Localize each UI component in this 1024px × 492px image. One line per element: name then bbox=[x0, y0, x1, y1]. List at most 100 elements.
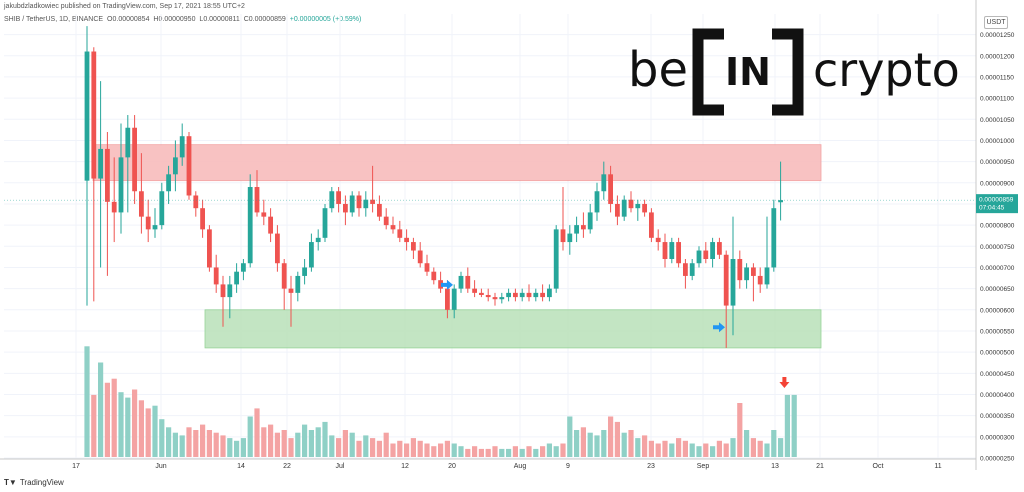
volume-bar bbox=[383, 432, 389, 457]
price-tick-label: 0.00000750 bbox=[980, 244, 1015, 251]
logo-text-in: IN bbox=[725, 50, 771, 94]
candle-body bbox=[200, 208, 205, 230]
candle-body bbox=[186, 136, 192, 196]
volume-bar bbox=[526, 446, 532, 457]
candle-body bbox=[111, 201, 117, 213]
volume-bar bbox=[172, 432, 178, 457]
candle-body bbox=[778, 200, 783, 203]
price-tick-label: 0.00000900 bbox=[980, 180, 1015, 187]
time-tick-label: 11 bbox=[934, 463, 941, 470]
candle-body bbox=[683, 263, 688, 276]
last-price-tag bbox=[976, 194, 1018, 214]
price-tick-label: 0.00000650 bbox=[980, 286, 1015, 293]
volume-bar bbox=[499, 448, 505, 457]
symbol-label[interactable]: SHIB / TetherUS, 1D, BINANCE bbox=[4, 16, 104, 23]
volume-bar bbox=[179, 435, 185, 457]
volume-bar bbox=[145, 408, 151, 457]
volume-bar bbox=[730, 438, 736, 457]
published-line: jakubdzladkowiec published on TradingVie… bbox=[4, 3, 245, 10]
candle-body bbox=[764, 267, 770, 285]
candle-body bbox=[513, 292, 518, 298]
candle-body bbox=[295, 275, 301, 293]
candle-body bbox=[553, 229, 559, 289]
candle-body bbox=[247, 187, 253, 264]
candle-body bbox=[417, 250, 423, 264]
candle-body bbox=[560, 229, 566, 243]
price-tick-label: 0.00001200 bbox=[980, 53, 1015, 60]
candle-body bbox=[540, 292, 545, 298]
volume-bar bbox=[240, 438, 246, 457]
last-price-value: 0.00000859 bbox=[979, 197, 1014, 204]
tradingview-footer[interactable]: T▼ TradingView bbox=[4, 478, 64, 487]
volume-bar bbox=[98, 362, 104, 457]
volume-bar bbox=[696, 446, 702, 457]
ohlc-legend: SHIB / TetherUS, 1D, BINANCE O0.00000854… bbox=[4, 16, 363, 23]
candle-body bbox=[329, 191, 335, 209]
candle-body bbox=[159, 191, 165, 226]
price-tick-label: 0.00000500 bbox=[980, 350, 1015, 357]
time-tick-label: 14 bbox=[237, 463, 245, 470]
logo-text-crypto: crypto bbox=[813, 43, 960, 97]
volume-bar bbox=[104, 382, 110, 457]
volume-bar bbox=[397, 440, 403, 457]
time-axis[interactable]: 17 Jun 14 22 Jul 12 20 Aug 9 23 Sep 13 21 Oct 11 bbox=[72, 463, 942, 470]
candle-body bbox=[547, 288, 552, 298]
price-tick-label: 0.00001050 bbox=[980, 117, 1015, 124]
tradingview-brand: TradingView bbox=[19, 478, 64, 487]
volume-bar bbox=[553, 446, 559, 457]
volume-bar bbox=[417, 440, 423, 457]
candle-body bbox=[723, 254, 729, 306]
price-tick-label: 0.00001250 bbox=[980, 32, 1015, 39]
candle-body bbox=[139, 191, 144, 217]
candle-body bbox=[757, 275, 763, 285]
time-tick-label: Jun bbox=[155, 463, 166, 470]
candle-body bbox=[458, 275, 464, 289]
volume-bar bbox=[737, 403, 743, 457]
markers bbox=[441, 279, 790, 388]
volume-bar bbox=[84, 346, 90, 457]
volume-bar bbox=[676, 438, 682, 457]
time-tick-label: 23 bbox=[647, 463, 655, 470]
volume-bar bbox=[574, 430, 580, 457]
candle-body bbox=[254, 187, 260, 213]
volume-bar bbox=[621, 432, 627, 457]
volume-bar bbox=[268, 424, 274, 457]
volume-bar bbox=[132, 389, 138, 457]
volume-bar bbox=[472, 446, 478, 457]
candle-body bbox=[227, 284, 233, 298]
candle-body bbox=[710, 242, 715, 259]
volume-bar bbox=[349, 432, 355, 457]
volume-bar bbox=[356, 440, 362, 457]
candle-body bbox=[594, 191, 600, 213]
volume-bar bbox=[757, 440, 763, 457]
time-tick-label: Jul bbox=[336, 463, 345, 470]
volume-bar bbox=[410, 438, 416, 457]
volume-bar bbox=[213, 432, 219, 457]
volume-bar bbox=[166, 427, 172, 457]
candle-body bbox=[601, 174, 607, 192]
price-axis[interactable]: 0.00001250 0.00001200 0.00001150 0.00001100… bbox=[980, 32, 1015, 462]
volume-bar bbox=[587, 432, 593, 457]
time-tick-label: 9 bbox=[566, 463, 570, 470]
price-tick-label: 0.00000250 bbox=[980, 456, 1015, 463]
volume-bar bbox=[689, 443, 695, 457]
candle-body bbox=[343, 203, 348, 213]
volume-bar bbox=[159, 419, 165, 457]
blue-arrow-icon bbox=[441, 279, 453, 290]
volume-bar bbox=[234, 440, 240, 457]
candle-body bbox=[615, 203, 620, 217]
price-tick-label: 0.00000800 bbox=[980, 223, 1015, 230]
candle-body bbox=[275, 233, 280, 264]
volume-bar bbox=[608, 416, 614, 457]
candle-body bbox=[737, 258, 743, 281]
volume-bar bbox=[716, 440, 722, 457]
currency-selector[interactable]: USDT bbox=[984, 16, 1008, 29]
candle-body bbox=[703, 250, 709, 259]
volume-bar bbox=[512, 446, 518, 457]
candle-body bbox=[288, 288, 294, 293]
volume-bar bbox=[438, 443, 444, 457]
candle-body bbox=[315, 237, 321, 243]
time-tick-label: Aug bbox=[514, 463, 527, 470]
candle-body bbox=[411, 242, 416, 251]
